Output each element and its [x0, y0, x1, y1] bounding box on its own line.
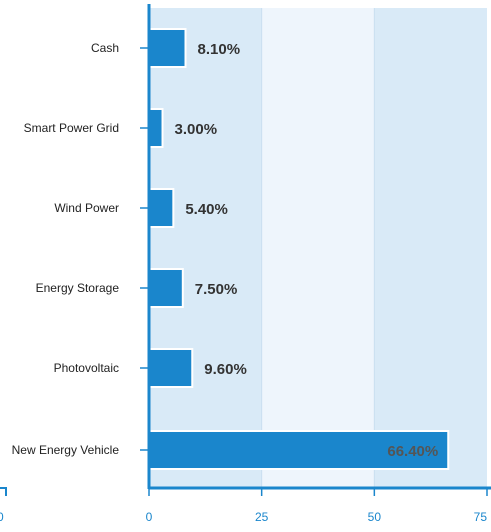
x-tick-label: 25 — [255, 510, 269, 524]
axes-group — [0, 4, 491, 496]
value-label: 9.60% — [204, 361, 247, 378]
bar-smart-power-grid — [148, 108, 164, 148]
background-bands — [149, 8, 487, 488]
category-label: Energy Storage — [36, 281, 120, 295]
labels-group: 8.10% Cash 3.00% Smart Power Grid 5.40% Wind … — [0, 41, 487, 524]
bar-energy-storage — [148, 268, 184, 308]
category-label: New Energy Vehicle — [12, 443, 120, 457]
band-50-75 — [374, 8, 487, 488]
value-label: 5.40% — [185, 201, 228, 218]
band-25-50 — [261, 8, 375, 488]
x-tick-label: 0 — [146, 510, 153, 524]
bar-photovoltaic — [148, 348, 194, 388]
left-partial-axis — [0, 487, 7, 496]
bar-new-energy-vehicle — [148, 430, 450, 470]
left-partial-tick-label: 0 — [0, 510, 4, 524]
value-label: 8.10% — [198, 41, 241, 58]
band-0-25 — [149, 8, 262, 488]
value-label: 7.50% — [195, 281, 238, 298]
category-label: Photovoltaic — [54, 361, 119, 375]
x-tick-label: 50 — [368, 510, 382, 524]
bar-wind-power — [148, 188, 175, 228]
category-label: Smart Power Grid — [24, 121, 119, 135]
value-label: 66.40% — [387, 443, 438, 460]
bar-cash — [148, 28, 187, 68]
category-label: Cash — [91, 41, 119, 55]
value-label: 3.00% — [175, 121, 218, 138]
x-tick-label: 75 — [474, 510, 488, 524]
category-label: Wind Power — [54, 201, 119, 215]
